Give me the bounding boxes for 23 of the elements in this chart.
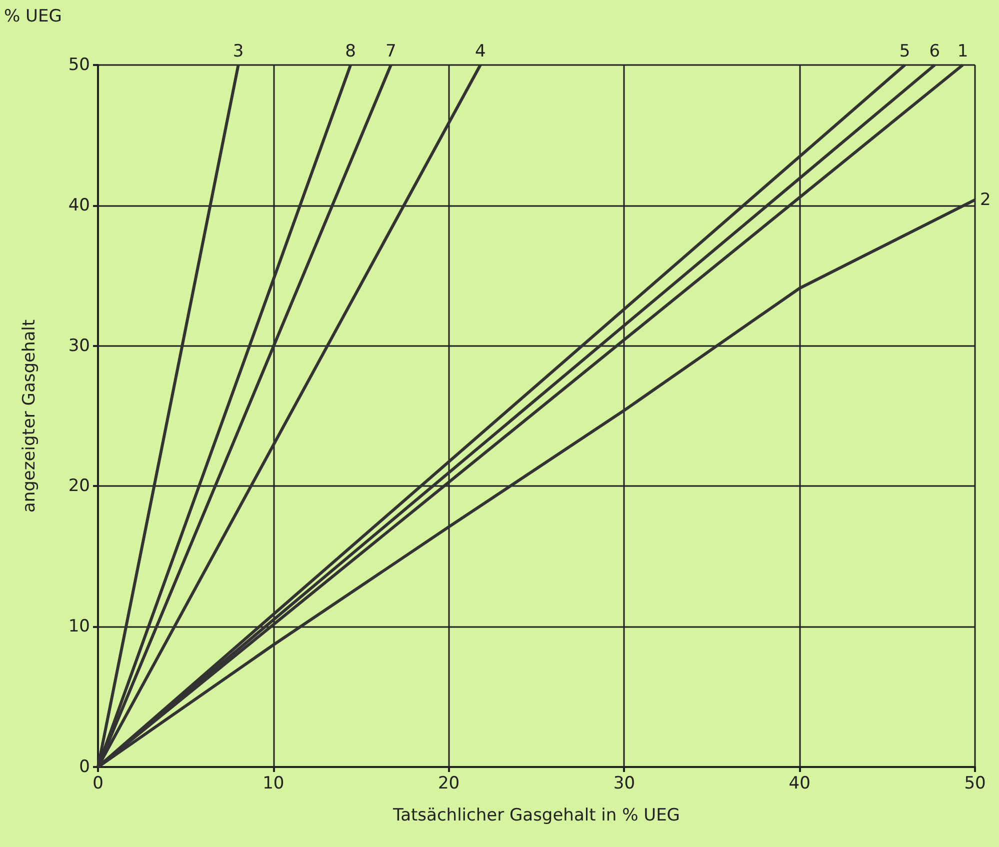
series-label: 7 <box>386 42 396 62</box>
x-tick-label: 0 <box>92 774 104 794</box>
x-tick-label: 20 <box>438 774 460 794</box>
series-label: 4 <box>474 42 486 62</box>
series-label: 8 <box>345 42 356 62</box>
series-label: 5 <box>899 42 910 62</box>
y-tick-label: 30 <box>68 336 90 356</box>
y-tick-label: 50 <box>68 55 90 75</box>
y-tick-label: 10 <box>68 616 90 637</box>
text: % UEG <box>4 6 62 26</box>
series-label: 2 <box>980 190 991 210</box>
y-tick-label: 20 <box>68 476 90 496</box>
x-axis-title: Tatsächlicher Gasgehalt in % UEG <box>392 806 680 826</box>
series-label: 1 <box>957 42 968 62</box>
series-label: 3 <box>232 42 244 62</box>
y-tick-label: 40 <box>68 195 90 216</box>
x-tick-label: 40 <box>788 774 810 794</box>
x-tick-label: 30 <box>613 774 636 794</box>
y-tick-label: 0 <box>79 757 90 777</box>
x-tick-label: 50 <box>964 774 986 794</box>
x-tick-label: 10 <box>262 774 284 794</box>
series-label: 6 <box>929 42 940 62</box>
y-axis-title: angezeigter Gasgehalt <box>20 319 40 513</box>
